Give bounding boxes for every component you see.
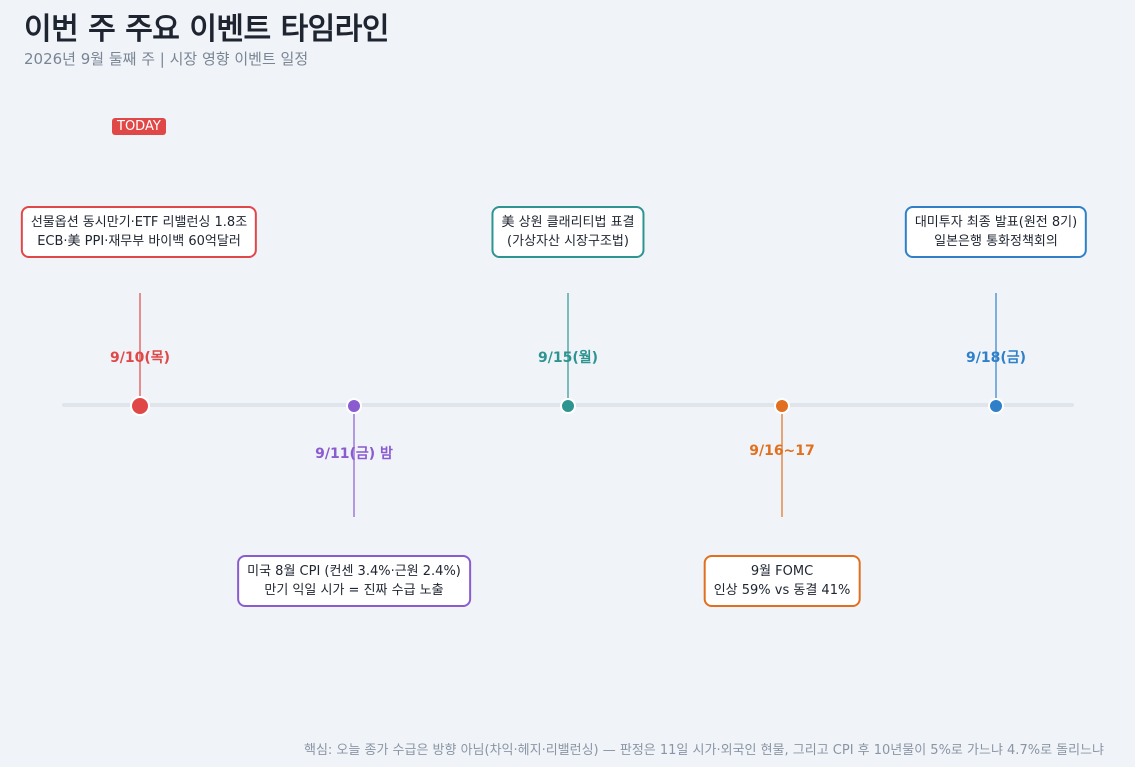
event-connector-line bbox=[781, 409, 783, 517]
event-date-label: 9/15(월) bbox=[537, 350, 599, 366]
event-connector-line bbox=[353, 409, 355, 517]
event-card: 대미투자 최종 발표(원전 8기) 일본은행 통화정책회의 bbox=[904, 206, 1088, 258]
event-card-line2: (가상자산 시장구조법) bbox=[507, 234, 629, 249]
event-date-label: 9/16~17 bbox=[749, 443, 815, 459]
page-subtitle: 2026년 9월 둘째 주 | 시장 영향 이벤트 일정 bbox=[24, 50, 309, 68]
event-marker bbox=[130, 396, 150, 416]
event-date-label: 9/10(목) bbox=[109, 350, 171, 366]
event-card-line1: 대미투자 최종 발표(원전 8기) bbox=[914, 215, 1078, 230]
event-connector-line bbox=[567, 293, 569, 403]
event-marker bbox=[774, 398, 790, 414]
event-card-line1: 9월 FOMC bbox=[750, 564, 814, 579]
page-title: 이번 주 주요 이벤트 타임라인 bbox=[24, 12, 389, 47]
event-connector-line bbox=[139, 293, 141, 403]
event-marker bbox=[346, 398, 362, 414]
event-card: 美 상원 클래리티법 표결 (가상자산 시장구조법) bbox=[491, 206, 645, 258]
event-card-line2: 인상 59% vs 동결 41% bbox=[713, 583, 851, 598]
event-marker bbox=[560, 398, 576, 414]
event-card: 9월 FOMC 인상 59% vs 동결 41% bbox=[703, 555, 861, 607]
event-card-line2: ECB·美 PPI·재무부 바이백 60억달러 bbox=[37, 234, 241, 249]
event-date-label: 9/11(금) 밤 bbox=[315, 446, 393, 462]
event-card-line2: 만기 익일 시가 = 진짜 수급 노출 bbox=[264, 583, 444, 598]
today-badge: TODAY bbox=[112, 118, 166, 135]
event-card-line1: 미국 8월 CPI (컨센 3.4%·근원 2.4%) bbox=[247, 564, 461, 579]
event-card: 선물옵션 동시만기·ETF 리밸런싱 1.8조 ECB·美 PPI·재무부 바이백… bbox=[20, 206, 258, 258]
event-card: 미국 8월 CPI (컨센 3.4%·근원 2.4%) 만기 익일 시가 = 진짜… bbox=[237, 555, 471, 607]
event-card-line1: 美 상원 클래리티법 표결 bbox=[501, 215, 635, 230]
event-card-line2: 일본은행 통화정책회의 bbox=[934, 234, 1058, 249]
event-marker bbox=[988, 398, 1004, 414]
event-connector-line bbox=[995, 293, 997, 403]
footer-note: 핵심: 오늘 종가 수급은 방향 아님(차익·헤지·리밸런싱) — 판정은 11… bbox=[304, 743, 1104, 758]
event-card-line1: 선물옵션 동시만기·ETF 리밸런싱 1.8조 bbox=[30, 215, 248, 230]
event-date-label: 9/18(금) bbox=[965, 350, 1027, 366]
